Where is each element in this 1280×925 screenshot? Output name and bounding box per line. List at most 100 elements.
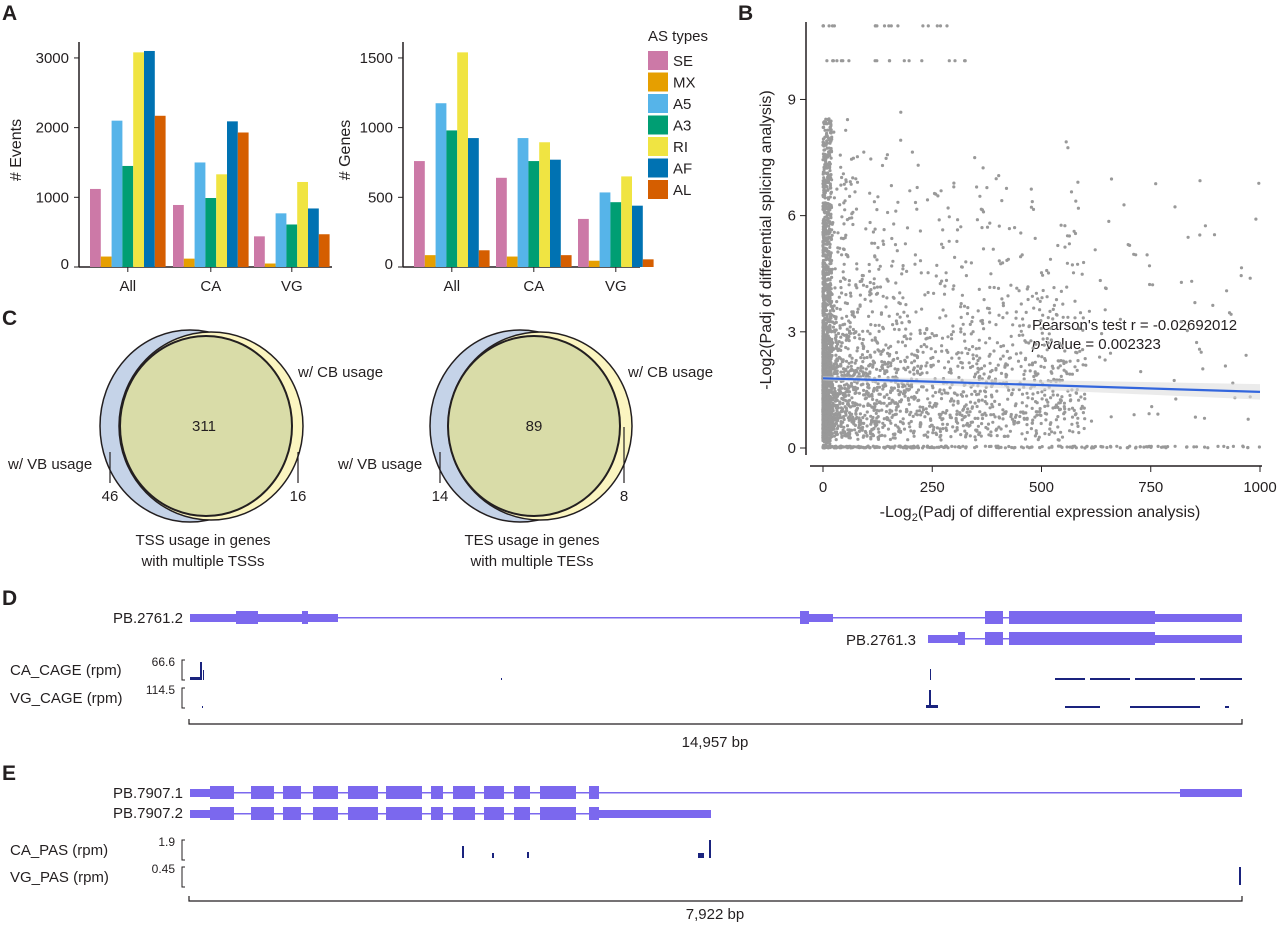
isoform-label-pb7907-2: PB.7907.2 <box>113 805 183 822</box>
scatter-point <box>975 185 979 189</box>
scatter-point <box>1030 200 1034 204</box>
scatter-point <box>937 445 941 449</box>
scatter-point <box>823 435 827 439</box>
scatter-point <box>845 424 850 428</box>
scatter-point <box>997 313 1001 317</box>
scatter-point <box>975 362 979 366</box>
scatter-point <box>959 315 963 319</box>
scatter-point <box>899 110 903 114</box>
scatter-point <box>825 278 829 282</box>
scatter-point <box>832 304 836 308</box>
scatter-point <box>981 166 985 170</box>
scatter-point <box>912 397 916 401</box>
scatter-point <box>905 337 909 341</box>
scatter-point <box>941 427 945 431</box>
scatter-point <box>837 295 841 299</box>
scatter-point <box>875 291 880 295</box>
scatter-point <box>855 349 859 353</box>
scatter-point <box>997 415 1001 419</box>
tes-vb-usage-label: w/ VB usage <box>337 456 422 473</box>
bar-mx-vg <box>588 260 600 267</box>
scatter-point <box>1231 444 1235 448</box>
scatter-point <box>854 358 858 363</box>
bar-af-ca <box>227 121 238 268</box>
scatter-point <box>1063 349 1067 353</box>
scatter-point <box>932 191 937 196</box>
scatter-point <box>1029 339 1033 343</box>
scatter-point <box>944 444 949 448</box>
scatter-point <box>960 265 964 269</box>
scatter-point <box>862 150 866 154</box>
scatter-point <box>826 188 830 192</box>
scatter-point <box>846 384 850 388</box>
scatter-point <box>963 59 967 63</box>
scatter-point <box>1069 190 1074 194</box>
scatter-point <box>978 194 982 198</box>
scatter-point <box>1069 398 1073 402</box>
bar-mx-ca <box>183 258 195 267</box>
scatter-point <box>1013 226 1017 230</box>
scatter-point <box>976 370 980 374</box>
scatter-point <box>1076 180 1080 184</box>
scatter-point <box>854 388 858 392</box>
legend-label-a5: A5 <box>673 96 691 113</box>
scatter-point <box>1060 344 1064 348</box>
bar-mx-all <box>424 255 436 267</box>
scatter-point <box>1056 243 1060 248</box>
scatter-point <box>827 329 831 333</box>
scatter-point <box>857 391 862 395</box>
scatter-point <box>1227 311 1232 315</box>
scatter-point <box>868 191 872 195</box>
scatter-point <box>941 422 945 426</box>
scatter-point <box>826 438 830 442</box>
scatter-point <box>1257 445 1261 449</box>
scatter-point <box>863 429 868 434</box>
scatter-point <box>1057 401 1061 405</box>
tes-venn-diagram: 89 14 8 w/ CB usage w/ VB usage TES usag… <box>337 329 713 570</box>
scatter-point <box>952 399 956 403</box>
scatter-point <box>850 212 854 216</box>
scatter-point <box>1083 357 1087 361</box>
tes-overlap-count: 89 <box>526 418 543 435</box>
scatter-point <box>1012 421 1016 425</box>
ca-pas-signal <box>462 840 711 858</box>
scatter-point <box>966 306 970 310</box>
scatter-point <box>921 24 925 28</box>
scatter-point <box>891 259 895 263</box>
scatter-point <box>869 414 873 418</box>
scatter-point <box>1011 343 1015 347</box>
scatter-point <box>954 416 958 420</box>
scatter-point <box>947 215 951 219</box>
scatter-point <box>971 315 975 319</box>
scatter-point <box>1193 301 1197 305</box>
scatter-point <box>960 293 965 297</box>
scatter-point <box>1139 370 1143 374</box>
scatter-point <box>1031 361 1035 365</box>
scatter-point <box>1058 398 1062 402</box>
scatter-point <box>1006 294 1010 298</box>
scatter-point <box>963 339 967 343</box>
scatter-point <box>1079 407 1083 411</box>
scatter-point <box>882 395 887 399</box>
scatter-point <box>864 374 869 378</box>
scatter-point <box>828 183 833 188</box>
scatter-point <box>832 196 837 200</box>
scatter-point <box>870 310 875 314</box>
bar-se-all <box>414 161 425 267</box>
scatter-point <box>892 327 897 331</box>
scatter-point <box>997 259 1001 263</box>
scatter-point <box>980 416 985 421</box>
scatter-point <box>1043 432 1047 436</box>
scatter-point <box>973 435 977 439</box>
scatter-point <box>829 344 833 348</box>
scatter-point <box>858 293 863 297</box>
scatter-point <box>1059 430 1063 434</box>
scatter-point <box>937 412 941 416</box>
scatter-point <box>880 360 884 364</box>
scatter-point <box>885 277 889 281</box>
scatter-point <box>860 341 864 346</box>
scatter-point <box>933 350 938 354</box>
scatter-point <box>835 419 839 423</box>
scatter-point <box>1098 278 1102 283</box>
scatter-point <box>1048 257 1053 261</box>
